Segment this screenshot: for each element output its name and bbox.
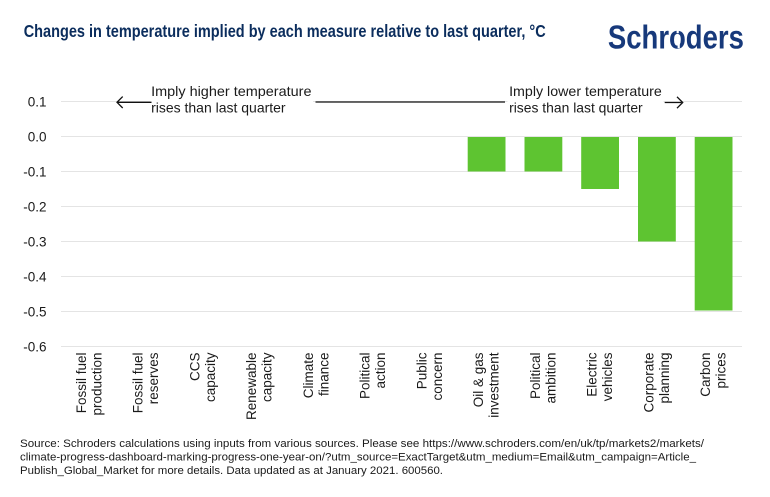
svg-text:Political: Political [358, 353, 373, 400]
svg-text:0.1: 0.1 [28, 94, 47, 109]
svg-text:-0.6: -0.6 [23, 339, 46, 354]
svg-text:Climate: Climate [301, 353, 316, 399]
svg-text:-0.3: -0.3 [23, 234, 46, 249]
svg-text:Changes in temperature implied: Changes in temperature implied by each m… [24, 21, 546, 41]
svg-text:Fossil fuel: Fossil fuel [74, 353, 89, 414]
svg-text:ambition: ambition [543, 353, 558, 404]
svg-text:planning: planning [657, 353, 672, 404]
svg-text:climate-progress-dashboard-mar: climate-progress-dashboard-marking-progr… [20, 452, 697, 464]
svg-text:Political: Political [528, 353, 543, 400]
svg-text:0.0: 0.0 [28, 129, 47, 144]
svg-text:Corporate: Corporate [641, 353, 656, 413]
svg-text:-0.2: -0.2 [23, 199, 46, 214]
svg-text:vehicles: vehicles [600, 352, 615, 401]
svg-text:CCS: CCS [187, 353, 202, 382]
svg-text:Imply higher temperature: Imply higher temperature [151, 83, 312, 99]
svg-text:action: action [373, 353, 388, 389]
svg-text:-0.5: -0.5 [23, 304, 46, 319]
svg-text:Oil & gas: Oil & gas [471, 352, 486, 407]
svg-text:Carbon: Carbon [698, 353, 713, 397]
svg-text:rises than last quarter: rises than last quarter [151, 100, 286, 116]
svg-text:Electric: Electric [585, 352, 600, 397]
svg-text:Source: Schroders calculations: Source: Schroders calculations using inp… [20, 438, 705, 450]
svg-text:investment: investment [487, 352, 502, 418]
svg-text:rises than last quarter: rises than last quarter [509, 100, 643, 116]
svg-text:capacity: capacity [260, 352, 275, 402]
svg-text:finance: finance [316, 353, 331, 397]
svg-text:Fossil fuel: Fossil fuel [131, 353, 146, 414]
svg-text:Public: Public [414, 352, 429, 389]
svg-text:capacity: capacity [203, 352, 218, 402]
svg-text:prices: prices [714, 352, 729, 388]
svg-text:-0.4: -0.4 [23, 269, 47, 284]
svg-text:Renewable: Renewable [244, 353, 259, 421]
svg-text:Schroders: Schroders [608, 19, 744, 56]
svg-text:-0.1: -0.1 [23, 164, 46, 179]
svg-text:Publish_Global_Market for more: Publish_Global_Market for more details. … [20, 465, 443, 477]
svg-text:reserves: reserves [146, 352, 161, 404]
svg-text:concern: concern [430, 353, 445, 401]
svg-text:production: production [89, 353, 104, 416]
svg-text:Imply lower temperature: Imply lower temperature [509, 83, 662, 99]
